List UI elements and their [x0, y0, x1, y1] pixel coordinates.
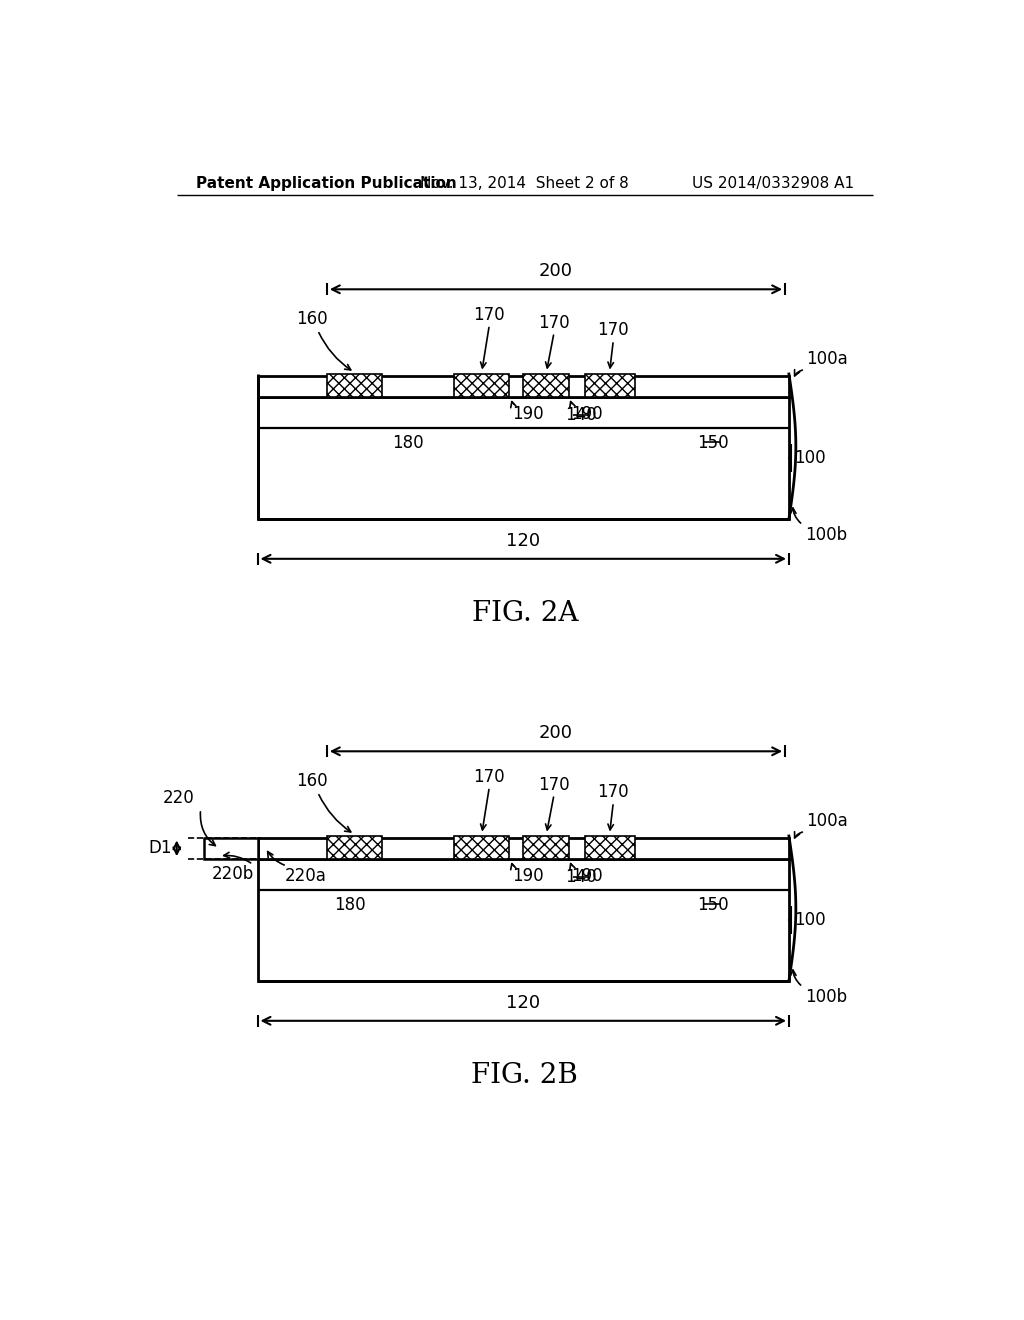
Bar [258, 397, 788, 519]
Text: 100b: 100b [805, 989, 847, 1006]
Bar [258, 838, 788, 859]
Bar [523, 374, 569, 397]
Bar [585, 374, 635, 397]
Bar [327, 836, 382, 859]
Bar [454, 374, 509, 397]
Text: 200: 200 [539, 263, 573, 280]
Bar [204, 838, 258, 859]
Text: 140: 140 [565, 869, 597, 886]
Text: 160: 160 [296, 310, 328, 327]
Text: 220: 220 [163, 789, 195, 807]
Text: Nov. 13, 2014  Sheet 2 of 8: Nov. 13, 2014 Sheet 2 of 8 [421, 176, 629, 190]
Text: 170: 170 [473, 768, 505, 785]
Text: 220b: 220b [212, 866, 254, 883]
Text: 170: 170 [598, 783, 629, 801]
Text: 100: 100 [795, 449, 826, 467]
Bar [258, 376, 788, 397]
Text: 190: 190 [512, 867, 544, 884]
Text: 200: 200 [539, 725, 573, 742]
Text: 190: 190 [571, 405, 603, 422]
Text: 100a: 100a [807, 812, 848, 830]
Text: 190: 190 [571, 867, 603, 884]
Bar [454, 836, 509, 859]
Text: 180: 180 [334, 896, 366, 913]
Bar [585, 836, 635, 859]
Text: 190: 190 [512, 405, 544, 422]
Text: FIG. 2B: FIG. 2B [471, 1061, 579, 1089]
Text: 100b: 100b [805, 527, 847, 544]
Text: 150: 150 [697, 434, 728, 451]
Text: 170: 170 [539, 314, 570, 331]
Text: 170: 170 [473, 306, 505, 323]
Text: FIG. 2A: FIG. 2A [471, 599, 579, 627]
Bar [523, 836, 569, 859]
Text: 150: 150 [697, 896, 728, 913]
Text: 170: 170 [598, 321, 629, 339]
Text: 220a: 220a [285, 867, 327, 884]
Text: D1: D1 [148, 840, 172, 857]
Text: 140: 140 [565, 407, 597, 424]
Text: 170: 170 [539, 776, 570, 793]
Text: US 2014/0332908 A1: US 2014/0332908 A1 [692, 176, 854, 190]
Text: 160: 160 [296, 772, 328, 789]
Bar [258, 859, 788, 981]
Text: 100a: 100a [807, 350, 848, 368]
Text: 120: 120 [506, 532, 541, 549]
Text: 180: 180 [392, 434, 424, 451]
Text: 100: 100 [795, 911, 826, 929]
Bar [327, 374, 382, 397]
Text: 120: 120 [506, 994, 541, 1011]
Text: Patent Application Publication: Patent Application Publication [196, 176, 457, 190]
